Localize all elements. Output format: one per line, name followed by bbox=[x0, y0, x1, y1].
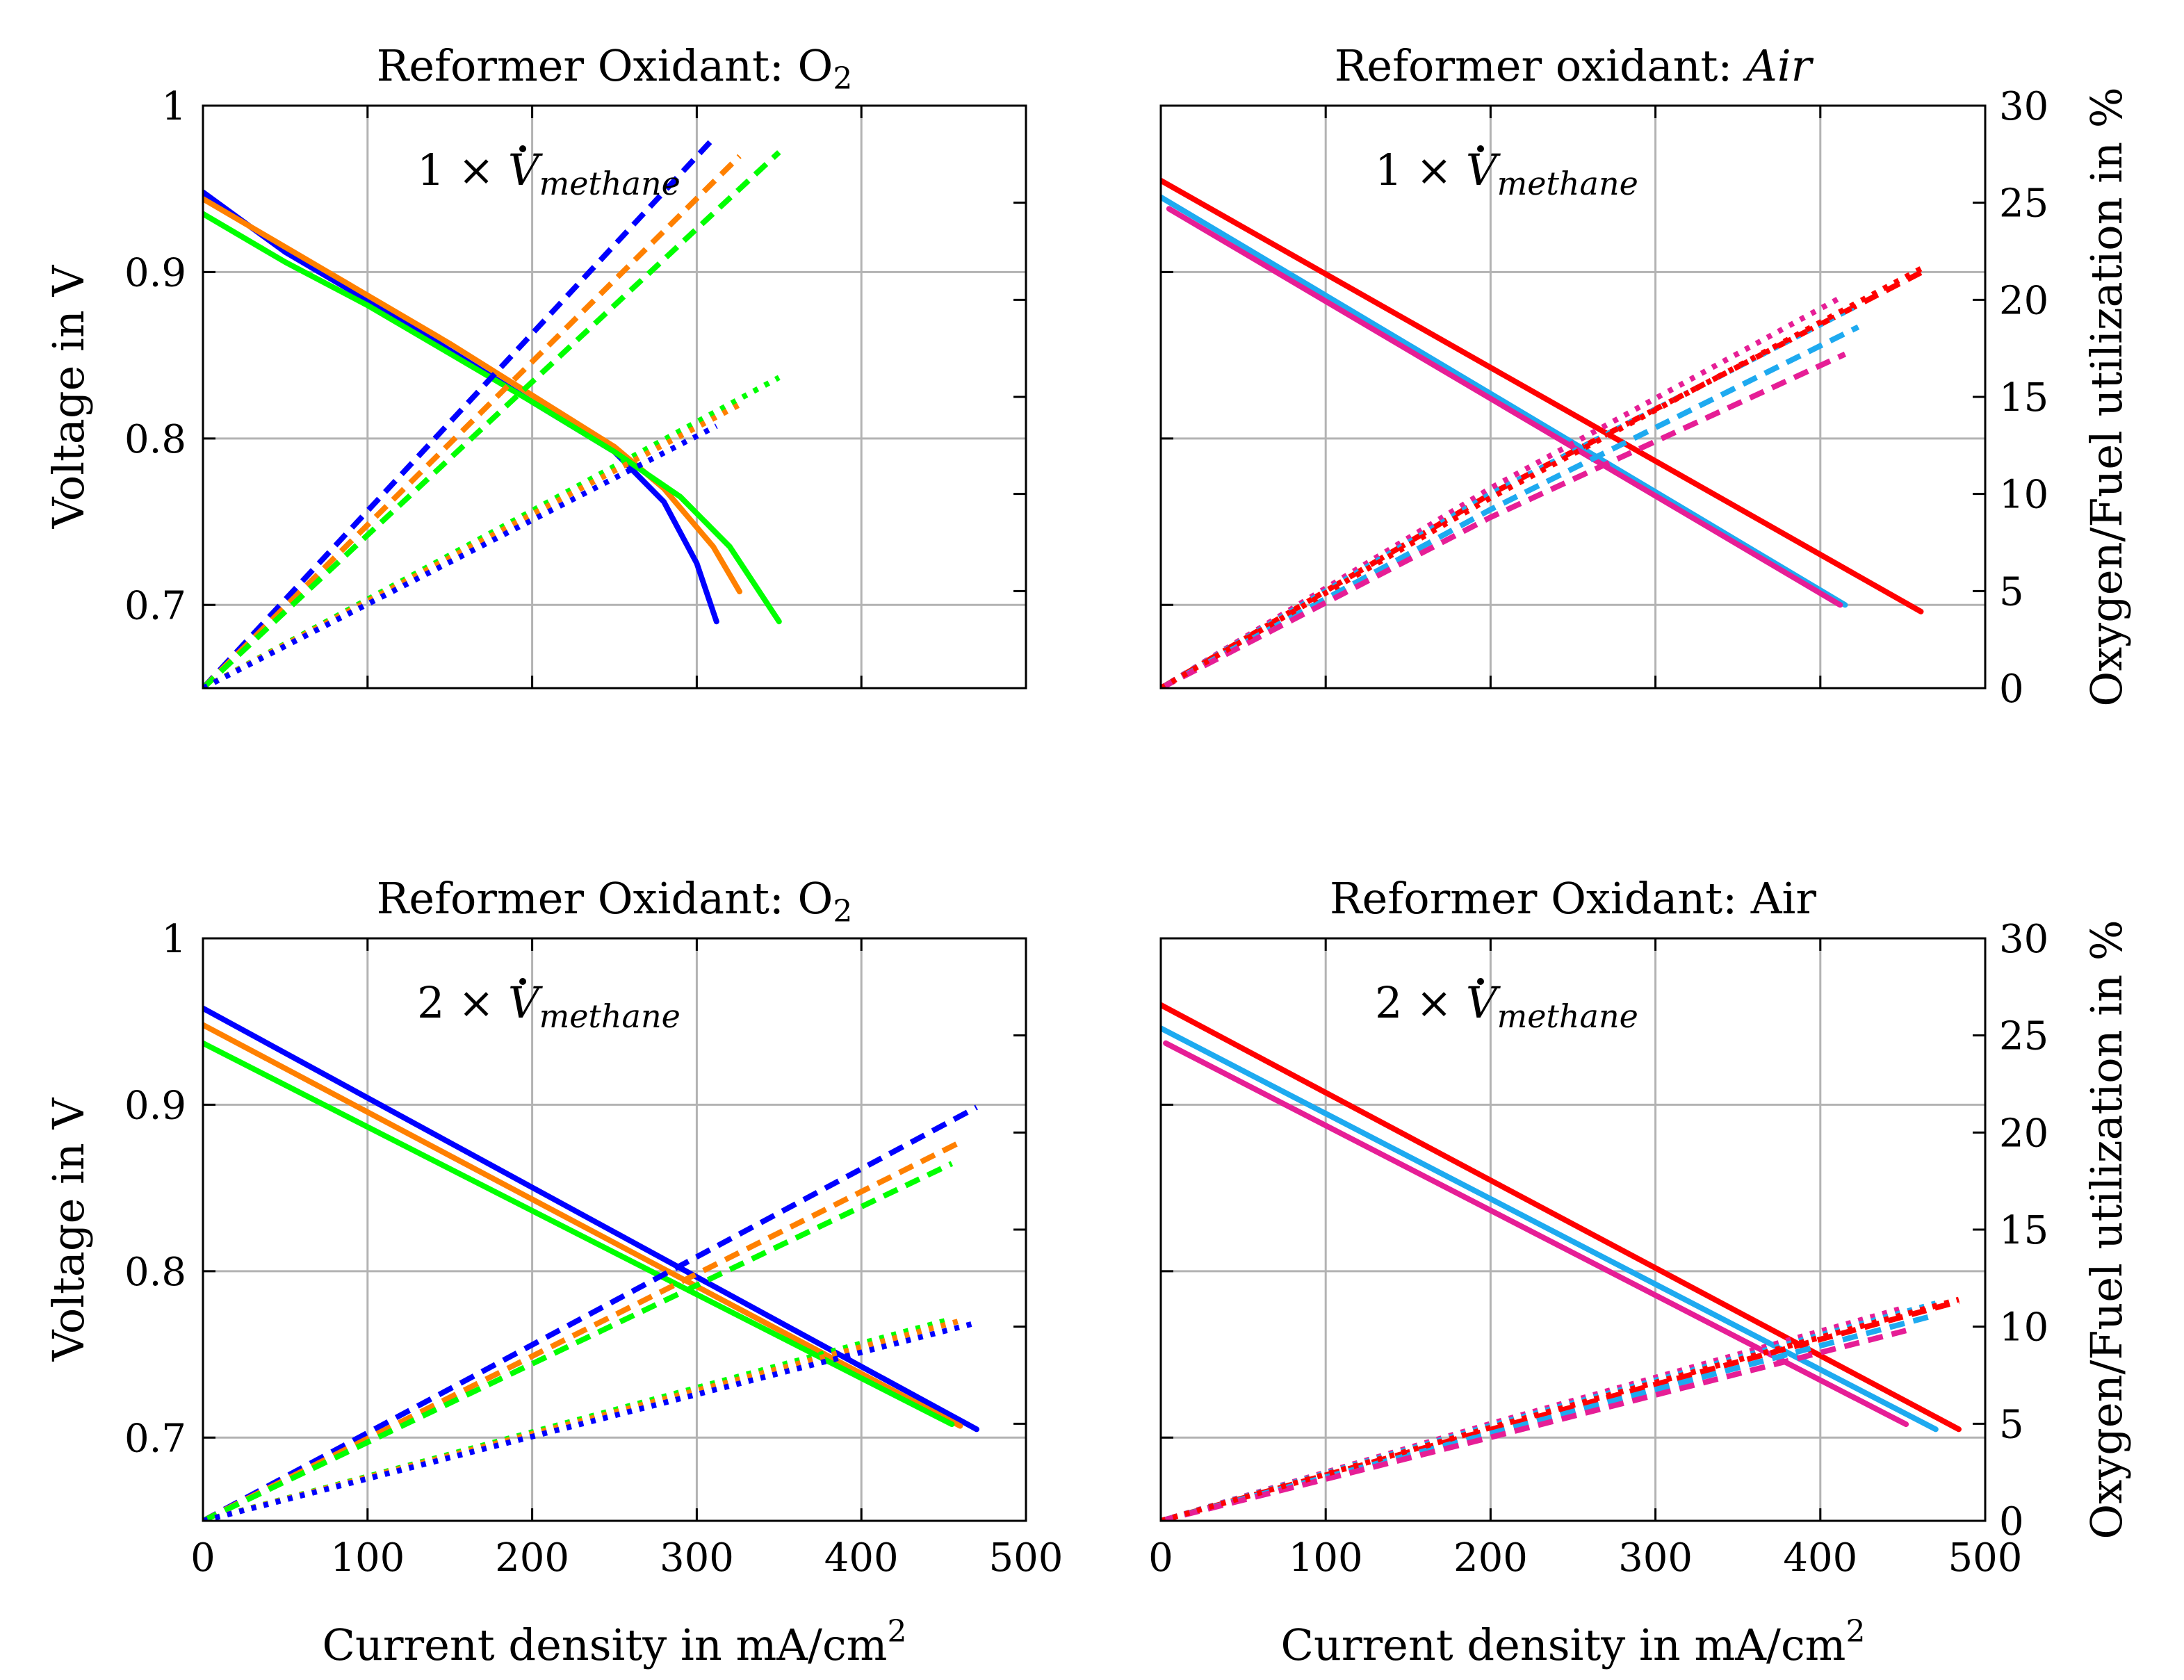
series-voltage-green bbox=[203, 1040, 955, 1428]
x-tick-label: 400 bbox=[824, 1535, 899, 1581]
series-voltage-red bbox=[1161, 1002, 1962, 1433]
y2-tick-label: 20 bbox=[1999, 1111, 2048, 1156]
y2-tick-label: 15 bbox=[1999, 1208, 2048, 1253]
y2-tick-label: 10 bbox=[1999, 473, 2048, 518]
x-tick-label: 200 bbox=[495, 1535, 569, 1581]
series-fuel-orange bbox=[203, 1318, 961, 1521]
series-oxygen-cyan bbox=[1161, 1312, 1937, 1521]
x-tick-label: 100 bbox=[330, 1535, 405, 1581]
y-tick-label: 0.7 bbox=[124, 1416, 186, 1461]
annotation-dot bbox=[519, 978, 526, 985]
annotation-dot bbox=[1477, 978, 1484, 985]
series-group bbox=[203, 1005, 979, 1521]
series-group bbox=[1161, 1002, 1962, 1521]
x-tick-label: 0 bbox=[190, 1535, 215, 1581]
plot-frame bbox=[202, 104, 1027, 690]
series-fuel-blue bbox=[203, 423, 718, 688]
annotation-text: 1 × Vmethane bbox=[417, 145, 681, 202]
annotation-text: 1 × Vmethane bbox=[1375, 145, 1638, 202]
y2-tick-label: 20 bbox=[1999, 278, 2048, 323]
annotation-dot bbox=[1477, 145, 1484, 152]
annotation-text: 2 × Vmethane bbox=[1375, 977, 1638, 1035]
gridlines bbox=[1161, 938, 1985, 1521]
panel-title: Reformer Oxidant: O2 bbox=[377, 40, 853, 97]
plot-frame bbox=[202, 937, 1027, 1522]
x-tick-label: 100 bbox=[1289, 1535, 1363, 1581]
x-tick-label: 300 bbox=[660, 1535, 734, 1581]
x-tick-label: 0 bbox=[1148, 1535, 1173, 1581]
y-tick-label: 1 bbox=[161, 84, 186, 129]
y-tick-label: 0.8 bbox=[124, 1250, 186, 1295]
series-voltage-blue bbox=[203, 1005, 979, 1433]
annotation-dot bbox=[519, 145, 526, 152]
annotation-text: 2 × Vmethane bbox=[417, 977, 681, 1035]
x-tick-label: 300 bbox=[1618, 1535, 1693, 1581]
series-voltage-cyan bbox=[1161, 194, 1848, 608]
series-oxygen-orange bbox=[203, 1139, 962, 1521]
y-tick-label: 1 bbox=[161, 917, 186, 962]
x-tick-label: 200 bbox=[1453, 1535, 1528, 1581]
series-fuel-red bbox=[1161, 1296, 1960, 1521]
plot-frame bbox=[1159, 104, 1987, 690]
panel-title: Reformer Oxidant: O2 bbox=[377, 873, 853, 929]
x-tick-label: 400 bbox=[1783, 1535, 1857, 1581]
chart-panel-2: 0 5 10 15 20 25 30 Reformer oxidant: Air 1 × Vme… bbox=[1159, 40, 2132, 712]
y2-tick-label: 0 bbox=[1999, 1499, 2024, 1544]
series-voltage-cyan bbox=[1161, 1025, 1939, 1433]
y2-tick-label: 25 bbox=[1999, 181, 2048, 227]
y2-tick-label: 0 bbox=[1999, 667, 2024, 712]
series-oxygen-green bbox=[203, 1161, 954, 1521]
y2-axis-label: Oxygen/Fuel utilization in % bbox=[2081, 920, 2132, 1539]
y-axis-label: Voltage in V bbox=[43, 1098, 94, 1362]
y2-tick-label: 25 bbox=[1999, 1014, 2048, 1059]
series-group bbox=[1161, 177, 1924, 688]
plot-frame bbox=[1159, 937, 1987, 1522]
y-axis-label: Voltage in V bbox=[43, 265, 94, 530]
series-group bbox=[203, 136, 782, 688]
series-oxygen-green bbox=[203, 150, 781, 688]
y2-tick-label: 15 bbox=[1999, 375, 2048, 421]
y2-tick-label: 5 bbox=[1999, 1402, 2024, 1447]
series-oxygen-blue bbox=[203, 136, 716, 688]
y-tick-label: 0.8 bbox=[124, 417, 186, 462]
y2-tick-label: 10 bbox=[1999, 1305, 2048, 1351]
gridlines bbox=[203, 106, 1026, 688]
y2-axis-label: Oxygen/Fuel utilization in % bbox=[2081, 87, 2132, 706]
series-fuel-blue bbox=[203, 1320, 977, 1521]
series-voltage-orange bbox=[203, 196, 742, 595]
x-axis-label: Current density in mA/cm2 bbox=[1281, 1614, 1866, 1670]
series-oxygen-blue bbox=[203, 1104, 978, 1521]
chart-panel-1: 0.7 0.8 0.9 1 Reformer Oxidant: O2 1 × Vmetha… bbox=[43, 40, 1027, 690]
gridlines bbox=[203, 938, 1026, 1521]
y-tick-label: 0.7 bbox=[124, 583, 186, 628]
panel-title: Reformer Oxidant: Air bbox=[1330, 873, 1816, 924]
chart-panel-3: 0.7 0.8 0.9 1 0 100 200 300 400 500 Reformer Oxida… bbox=[43, 873, 1063, 1670]
y2-tick-label: 5 bbox=[1999, 569, 2024, 614]
series-fuel-red bbox=[1161, 266, 1923, 688]
y-tick-label: 0.9 bbox=[124, 250, 186, 295]
y2-tick-label: 30 bbox=[1999, 84, 2048, 129]
x-tick-label: 500 bbox=[1948, 1535, 2023, 1581]
x-tick-label: 500 bbox=[989, 1535, 1064, 1581]
y2-tick-label: 30 bbox=[1999, 917, 2048, 962]
series-voltage-magenta bbox=[1166, 206, 1843, 608]
series-fuel-green bbox=[203, 375, 781, 688]
series-oxygen-magenta bbox=[1161, 351, 1847, 688]
series-voltage-red bbox=[1161, 177, 1924, 614]
panel-title: Reformer oxidant: Air bbox=[1335, 40, 1814, 91]
x-axis-label: Current density in mA/cm2 bbox=[323, 1614, 907, 1670]
y-tick-label: 0.9 bbox=[124, 1083, 186, 1128]
series-voltage-green bbox=[203, 211, 782, 625]
series-oxygen-orange bbox=[203, 154, 742, 688]
